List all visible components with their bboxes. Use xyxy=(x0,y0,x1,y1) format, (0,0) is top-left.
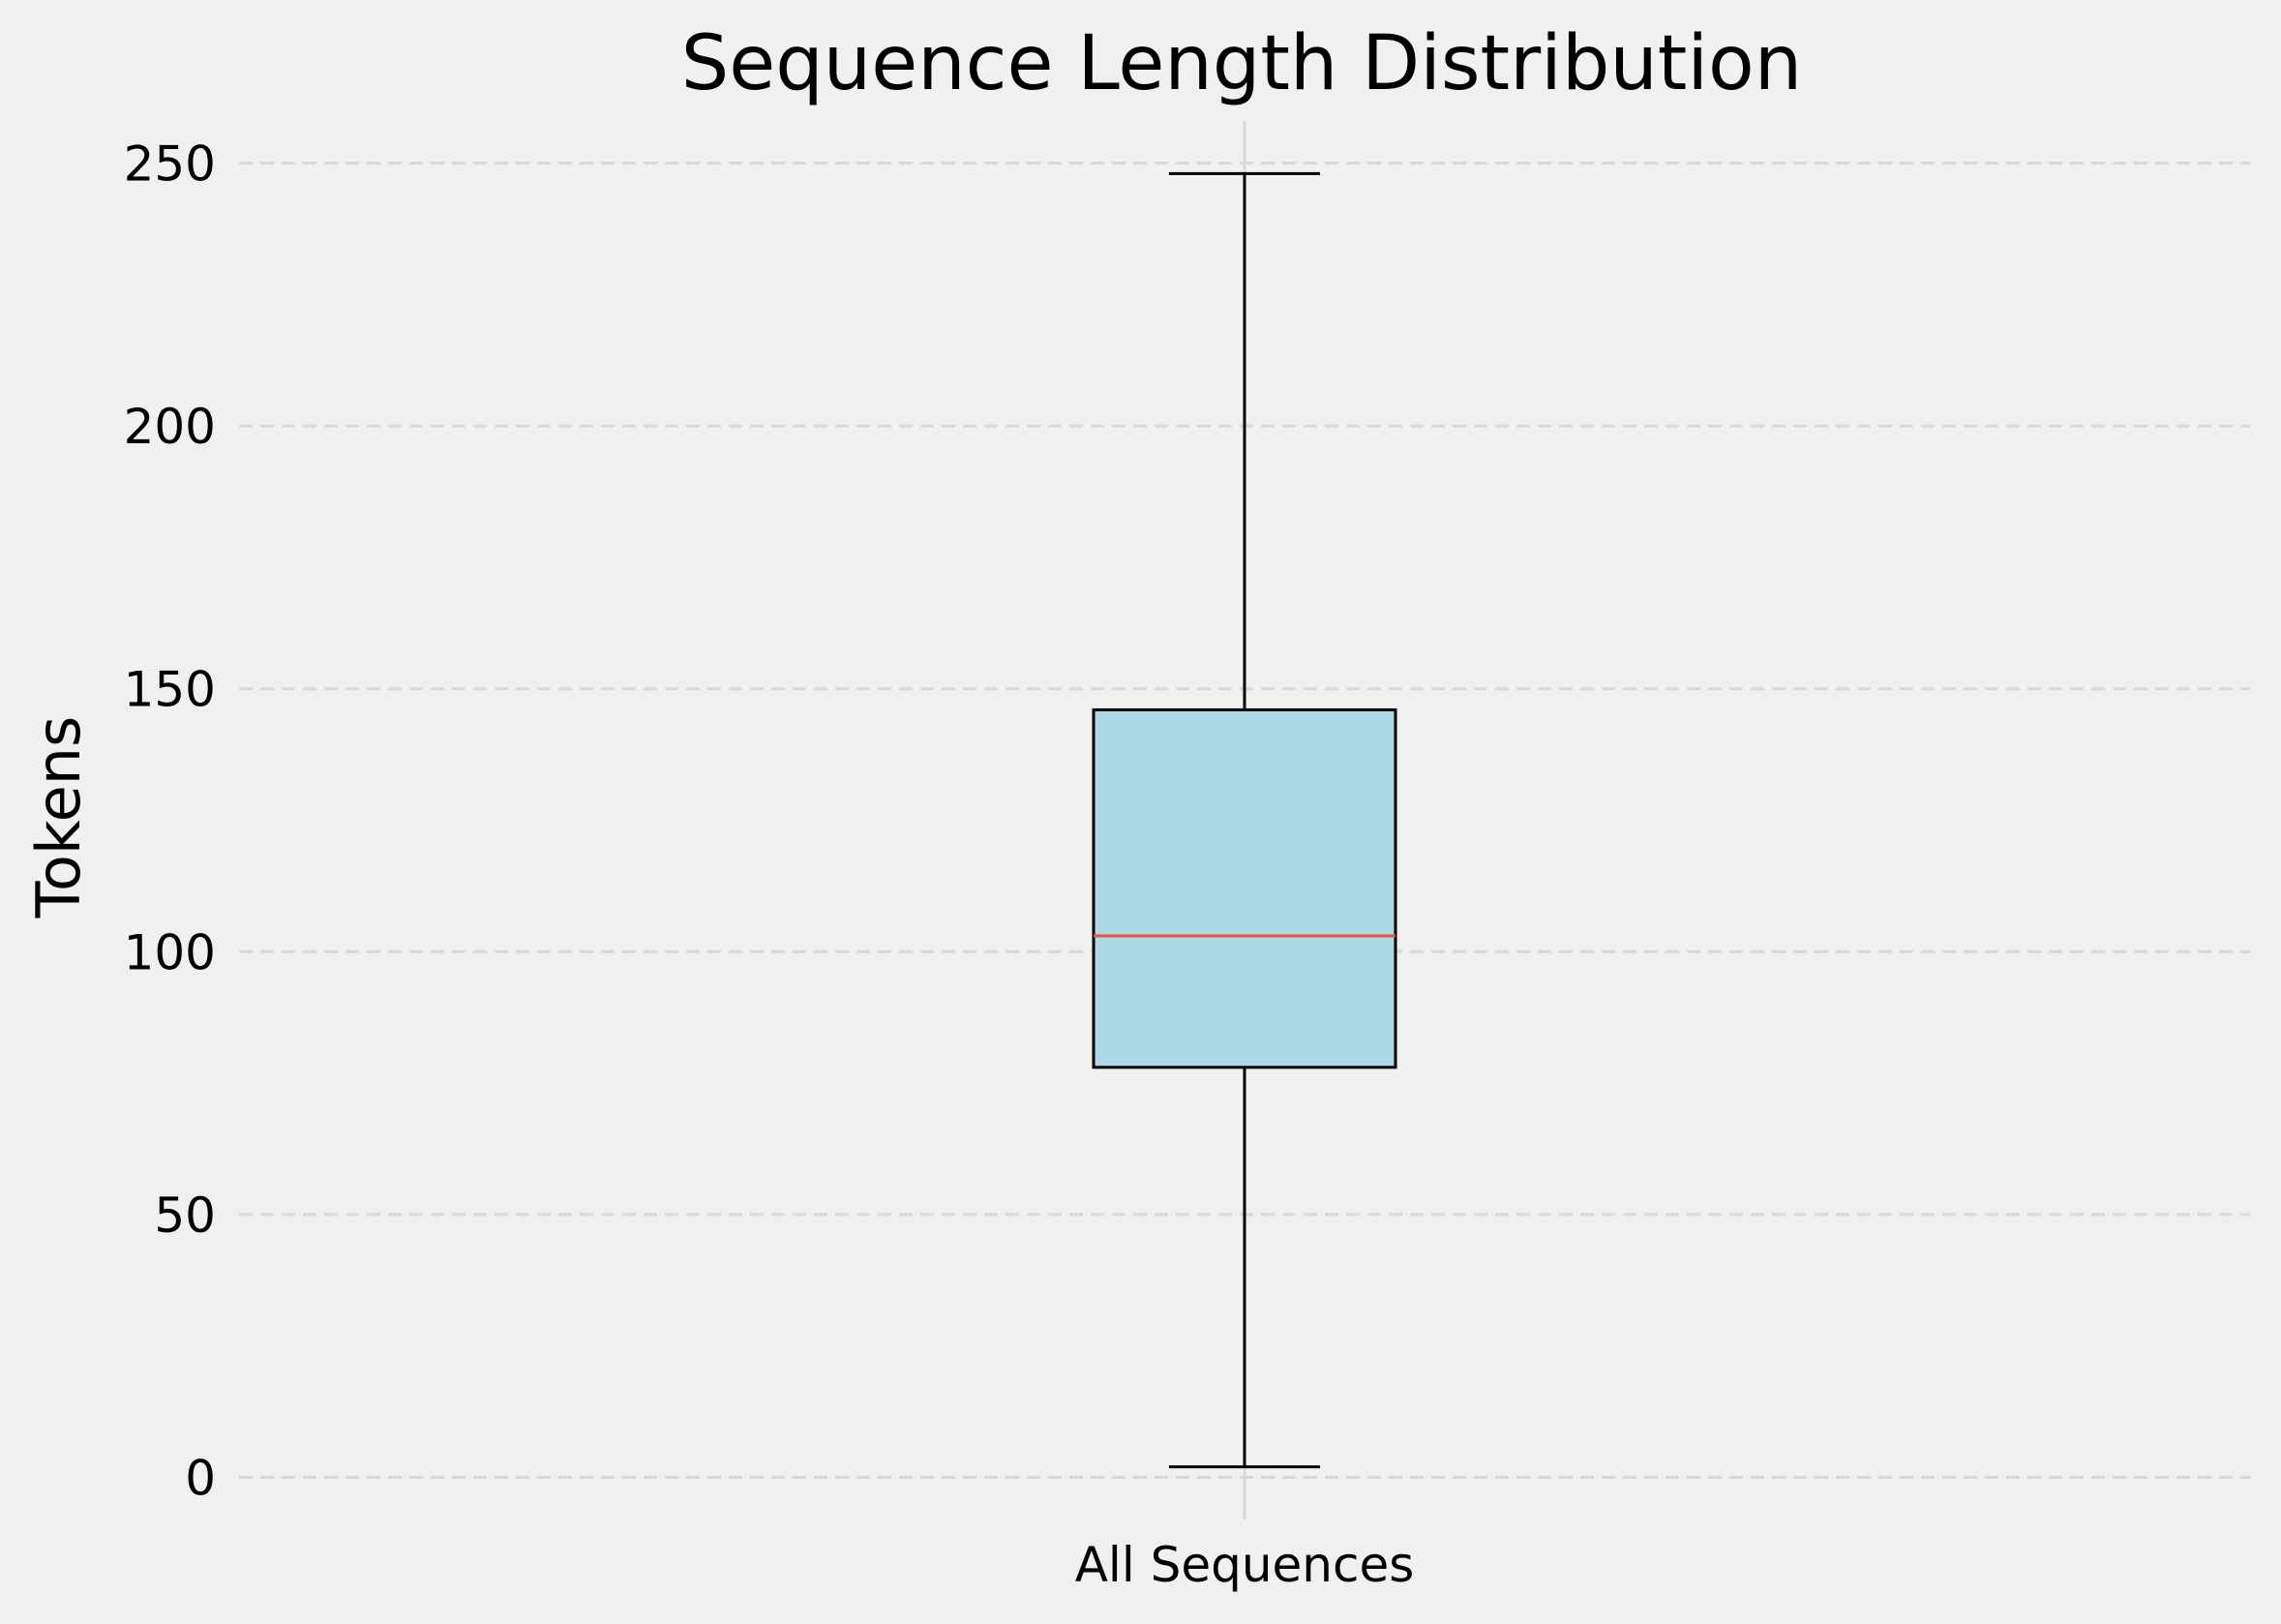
tick-layer: 0 50 100 150 200 250 All Sequences xyxy=(124,135,1415,1593)
y-tick-label: 100 xyxy=(124,924,216,980)
box-layer xyxy=(1092,171,1397,1469)
y-tick-label: 50 xyxy=(154,1188,216,1244)
x-tick-label: All Sequences xyxy=(1075,1537,1415,1593)
y-tick-label: 250 xyxy=(124,135,216,192)
y-tick-label: 150 xyxy=(124,662,216,718)
y-tick-label: 200 xyxy=(124,399,216,455)
y-tick-label: 0 xyxy=(185,1451,216,1507)
y-axis-label: Tokens xyxy=(23,716,94,919)
box-iqr xyxy=(1092,707,1397,1069)
chart-title: Sequence Length Distribution xyxy=(681,20,1802,107)
